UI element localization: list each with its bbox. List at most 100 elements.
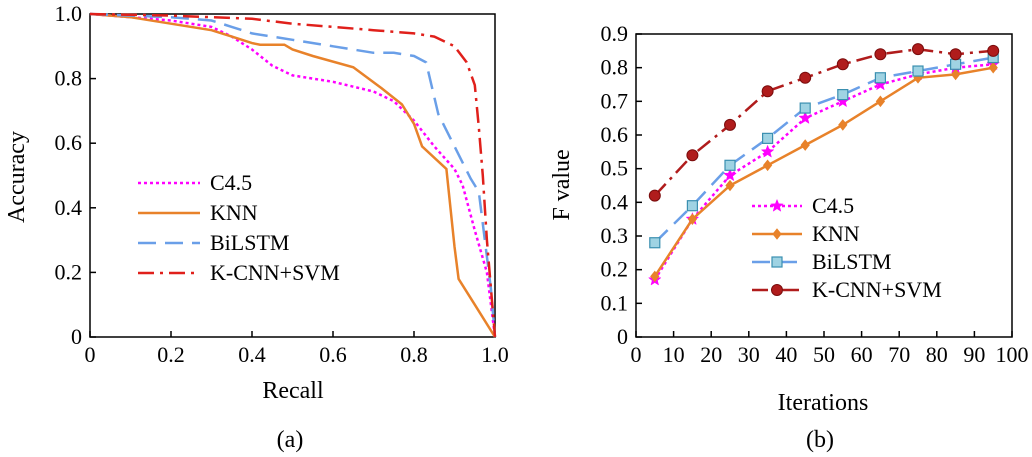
panel-b-point-knn bbox=[762, 159, 773, 172]
panel-a-series-c4-5 bbox=[89, 12, 497, 338]
panel-b-xlabel: Iterations bbox=[778, 390, 869, 416]
panel-b-ytick-label: 0.4 bbox=[601, 189, 629, 214]
panel-b-point-bilstm bbox=[724, 159, 736, 171]
panel-b-xtick-label: 40 bbox=[775, 342, 797, 367]
panel-b-xtick-label: 20 bbox=[700, 342, 722, 367]
panel-a: 0 0.2 0.4 0.6 0.8 1.000.20.40.60.81.0 Recall … bbox=[4, 1, 509, 453]
panel-b-series-c4-5 bbox=[653, 63, 994, 281]
panel-a-series-bilstm bbox=[89, 12, 497, 338]
panel-b-ytick-label: 0 bbox=[617, 324, 628, 349]
caption-a: (a) bbox=[277, 427, 304, 453]
panel-a-series-knn bbox=[89, 12, 497, 338]
panel-b-series-knn bbox=[653, 66, 994, 278]
panel-b-legend-label: BiLSTM bbox=[812, 249, 891, 274]
panel-b-point-c4-5 bbox=[723, 168, 737, 182]
panel-b-ylabel: F value bbox=[549, 149, 575, 220]
panel-b-xtick-label: 60 bbox=[851, 342, 873, 367]
panel-b-point-knn bbox=[687, 213, 698, 225]
panel-b-point-k-cnn-svm bbox=[724, 118, 736, 131]
caption-b: (b) bbox=[806, 427, 834, 453]
panel-b-ytick-label: 0.7 bbox=[601, 88, 629, 113]
panel-b-point-knn bbox=[725, 179, 735, 192]
panel-a-legend-label: K-CNN+SVM bbox=[210, 260, 340, 285]
panel-b-point-knn bbox=[988, 61, 998, 74]
panel-b-point-knn bbox=[800, 139, 810, 151]
panel-b-legend-label: K-CNN+SVM bbox=[812, 277, 942, 302]
panel-b-xtick-label: 0 bbox=[631, 342, 642, 367]
panel-b-point-k-cnn-svm bbox=[874, 48, 887, 61]
panel-b-series-bilstm bbox=[653, 56, 994, 244]
panel-a-xtick-label: 1.0 bbox=[481, 342, 509, 367]
panel-b-ytick-label: 0.6 bbox=[601, 122, 629, 147]
panel-b-legend-marker bbox=[772, 228, 782, 240]
panel-b: 0 10 20 30 40 50 60 70 80 90 100 0 0.1 0.2 0.3 0.4 0.5 0.… bbox=[549, 21, 1029, 453]
panel-a-axes: 0 0.2 0.4 0.6 0.8 1.0 0 0.2 0.4 0.6 0.8 1.0 bbox=[55, 1, 509, 367]
panel-a-legend: C4.5 KNN BiLSTM K-CNN+SVM bbox=[138, 170, 340, 285]
panel-b-ytick-label: 0.2 bbox=[601, 257, 629, 282]
panel-b-point-bilstm bbox=[949, 58, 962, 70]
panel-b-legend-label: C4.5 bbox=[812, 193, 854, 218]
panel-b-point-bilstm bbox=[837, 88, 849, 101]
panel-a-ytick-label: 0 bbox=[71, 324, 82, 349]
panel-a-ylabel: Accuracy bbox=[4, 131, 30, 223]
panel-a-ytick-label: 0.4 bbox=[55, 195, 83, 220]
panel-b-ytick-label: 0.3 bbox=[601, 223, 629, 248]
panel-a-ytick-label: 0.2 bbox=[55, 259, 83, 284]
panel-b-point-knn bbox=[875, 95, 886, 108]
panel-b-point-knn bbox=[650, 270, 660, 283]
panel-b-point-k-cnn-svm bbox=[648, 189, 661, 202]
panel-b-xtick-label: 80 bbox=[926, 342, 948, 367]
panel-b-legend-marker bbox=[771, 256, 783, 268]
panel-b-xtick-label: 70 bbox=[888, 342, 910, 367]
panel-b-xtick-label: 50 bbox=[813, 342, 835, 367]
panel-a-xtick-label: 0.8 bbox=[400, 342, 428, 367]
panel-b-axes: 0 10 20 30 40 50 60 70 80 90 100 0 0.1 0.2 0.3 0.4 0.5 0.… bbox=[601, 21, 1029, 367]
panel-a-legend-label: KNN bbox=[210, 200, 258, 225]
panel-b-xtick-label: 30 bbox=[738, 342, 760, 367]
panel-a-xlabel: Recall bbox=[262, 378, 324, 404]
panel-a-ytick-label: 1.0 bbox=[55, 1, 83, 26]
panel-b-point-bilstm bbox=[799, 102, 811, 114]
panel-b-ytick-label: 0.8 bbox=[601, 55, 629, 80]
panel-b-point-k-cnn-svm bbox=[987, 44, 1000, 57]
panel-a-series bbox=[89, 12, 497, 338]
panel-a-ytick-label: 0.6 bbox=[55, 130, 83, 155]
panel-b-point-k-cnn-svm bbox=[686, 149, 699, 162]
panel-a-xtick-label: 0.2 bbox=[157, 342, 185, 367]
panel-b-point-knn bbox=[838, 119, 848, 131]
panel-b-point-bilstm bbox=[649, 237, 661, 249]
panel-b-point-bilstm bbox=[686, 200, 699, 212]
panel-b-point-bilstm bbox=[912, 65, 924, 77]
panel-a-xtick-label: 0 bbox=[85, 342, 96, 367]
panel-b-point-k-cnn-svm bbox=[949, 48, 962, 61]
panel-a-frame bbox=[89, 13, 496, 338]
panel-b-point-k-cnn-svm bbox=[761, 85, 774, 98]
panel-b-xtick-label: 10 bbox=[663, 342, 685, 367]
panel-b-series bbox=[647, 43, 1001, 286]
panel-a-legend-label: C4.5 bbox=[210, 170, 252, 195]
panel-b-point-c4-5 bbox=[760, 144, 775, 158]
panel-a-xtick-label: 0.6 bbox=[319, 342, 347, 367]
panel-b-ytick-label: 0.1 bbox=[601, 290, 629, 315]
panel-b-xtick-label: 100 bbox=[996, 342, 1029, 367]
panel-b-point-bilstm bbox=[761, 132, 774, 144]
panel-a-legend-label: BiLSTM bbox=[210, 230, 289, 255]
panel-a-series-k-cnn-svm bbox=[89, 12, 497, 338]
panel-b-legend-marker bbox=[770, 198, 784, 212]
panel-b-point-k-cnn-svm bbox=[799, 71, 812, 84]
panel-b-ytick-label: 0.9 bbox=[601, 21, 629, 46]
panel-b-legend-label: KNN bbox=[812, 221, 860, 246]
panel-b-point-knn bbox=[950, 68, 961, 81]
panel-b-point-k-cnn-svm bbox=[836, 58, 849, 71]
panel-a-ytick-label: 0.8 bbox=[55, 66, 83, 91]
panel-b-point-c4-5 bbox=[798, 110, 813, 124]
panel-b-ytick-label: 0.5 bbox=[601, 156, 629, 181]
panel-a-xtick-label: 0.4 bbox=[238, 342, 266, 367]
panel-b-point-k-cnn-svm bbox=[912, 43, 924, 56]
panel-b-legend: C4.5 KNN BiLSTM K-CNN+SVM bbox=[752, 193, 942, 302]
panel-b-legend-marker bbox=[771, 284, 783, 296]
panel-b-series-k-cnn-svm bbox=[653, 47, 994, 197]
panel-b-point-bilstm bbox=[874, 72, 887, 84]
panel-b-xtick-label: 90 bbox=[963, 342, 985, 367]
